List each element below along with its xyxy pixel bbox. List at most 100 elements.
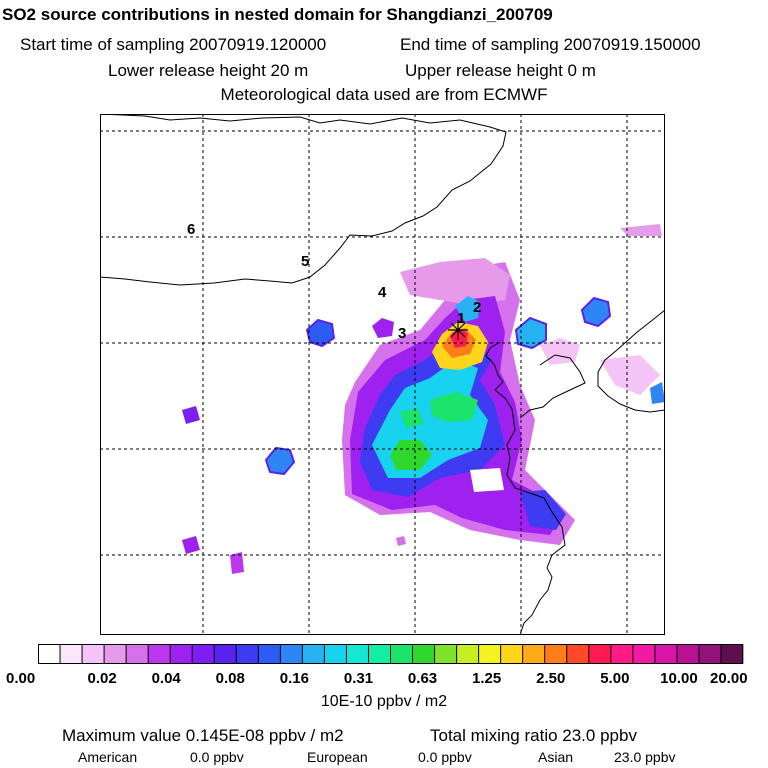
grid-lines (100, 114, 665, 635)
colorbar-segment (346, 644, 369, 664)
chart-title: SO2 source contributions in nested domai… (2, 5, 553, 24)
colorbar-tick-label: 0.04 (151, 670, 181, 687)
colorbar-tick-label: 0.16 (279, 670, 309, 687)
receptor-marker (448, 320, 468, 340)
colorbar-segment (258, 644, 281, 664)
asian-label: Asian (538, 749, 574, 765)
concentration-blob (455, 296, 480, 322)
concentration-blob (600, 355, 660, 395)
colorbar-segment (192, 644, 215, 664)
european-label: European (307, 749, 368, 765)
colorbar-segment (698, 644, 722, 664)
source-region-label: 1 (457, 310, 465, 327)
colorbar-segment (654, 644, 678, 664)
colorbar (38, 644, 744, 664)
concentration-blob (400, 408, 424, 428)
plot-frame (100, 114, 665, 635)
colorbar-tick-label: 0.31 (343, 670, 374, 687)
colorbar-tick-label: 0.63 (407, 670, 438, 687)
colorbar-tick-label: 1.25 (472, 670, 502, 687)
colorbar-segment (500, 644, 524, 664)
concentration-blob (307, 320, 334, 346)
colorbar-segment (610, 644, 634, 664)
colorbar-segment (126, 644, 149, 664)
colorbar-tick-label: 2.50 (536, 670, 566, 687)
colorbar-segment (214, 644, 237, 664)
european-value: 0.0 ppbv (418, 749, 472, 765)
colorbar-unit-label: 10E-10 ppbv / m2 (320, 693, 448, 710)
colorbar-tick-label: 20.00 (710, 670, 748, 687)
concentration-blob (266, 448, 294, 474)
colorbar-segment (478, 644, 502, 664)
lower-release-height-label: Lower release height 20 m (108, 61, 309, 80)
american-label: American (78, 749, 138, 765)
colorbar-segment (632, 644, 656, 664)
colorbar-segment (324, 644, 347, 664)
source-region-label: 5 (301, 253, 309, 270)
concentration-blob (620, 224, 662, 236)
concentration-blob (650, 382, 665, 404)
colorbar-segment (38, 644, 61, 664)
concentration-blob (390, 440, 432, 470)
peninsula-coast-line (597, 309, 665, 413)
colorbar-segment (280, 644, 303, 664)
concentration-blob (516, 318, 546, 348)
concentration-blob (470, 468, 504, 492)
hotspot-outline (264, 446, 296, 476)
asian-value: 23.0 ppbv (614, 749, 676, 765)
concentration-blob (182, 406, 200, 424)
bohai-coast-line (519, 354, 586, 419)
colorbar-tick-label: 0.00 (6, 670, 36, 687)
colorbar-segment (390, 644, 413, 664)
colorbar-segment (148, 644, 171, 664)
colorbar-segment (456, 644, 480, 664)
end-time-label: End time of sampling 20070919.150000 (400, 35, 701, 54)
colorbar-segment (104, 644, 127, 664)
source-region-label: 4 (378, 284, 387, 301)
colorbar-segment (566, 644, 590, 664)
colorbar-segment (82, 644, 105, 664)
source-region-label: 2 (473, 299, 481, 316)
coast-line (485, 341, 566, 635)
colorbar-tick-label: 10.00 (660, 670, 698, 687)
hotspot-outline (514, 316, 547, 350)
colorbar-segment (676, 644, 700, 664)
source-region-label: 3 (398, 325, 406, 342)
colorbar-segment (236, 644, 259, 664)
hotspot-outline (580, 296, 612, 328)
coastline (100, 114, 665, 635)
hotspot-outline (305, 318, 336, 348)
colorbar-segment (302, 644, 325, 664)
concentration-blob (396, 536, 406, 546)
concentration-blob (430, 392, 478, 422)
concentration-field (182, 224, 665, 574)
american-value: 0.0 ppbv (190, 749, 244, 765)
maximum-value-label: Maximum value 0.145E-08 ppbv / m2 (62, 726, 344, 745)
colorbar-segment (588, 644, 612, 664)
colorbar-segment (434, 644, 457, 664)
start-time-label: Start time of sampling 20070919.120000 (20, 35, 327, 54)
concentration-blob (182, 536, 200, 554)
border-line (100, 114, 507, 286)
concentration-blob (582, 298, 610, 326)
colorbar-segment (412, 644, 435, 664)
source-region-labels: 12 3 4 5 6 (187, 221, 481, 342)
colorbar-segment (368, 644, 391, 664)
concentration-blob (400, 258, 510, 305)
colorbar-tick-label: 5.00 (600, 670, 630, 687)
concentration-blob (520, 490, 566, 530)
colorbar-segment (544, 644, 568, 664)
colorbar-segment (60, 644, 83, 664)
colorbar-segment (720, 644, 744, 664)
concentration-blob (230, 552, 244, 574)
upper-release-height-label: Upper release height 0 m (405, 61, 596, 80)
total-mixing-ratio-label: Total mixing ratio 23.0 ppbv (430, 726, 637, 745)
colorbar-segment (522, 644, 546, 664)
colorbar-segment (170, 644, 193, 664)
concentration-blob (372, 318, 394, 338)
source-region-label: 6 (187, 221, 195, 238)
meteorological-data-label: Meteorological data used are from ECMWF (220, 85, 548, 104)
colorbar-tick-label: 0.02 (87, 670, 117, 687)
colorbar-frame (38, 644, 743, 664)
